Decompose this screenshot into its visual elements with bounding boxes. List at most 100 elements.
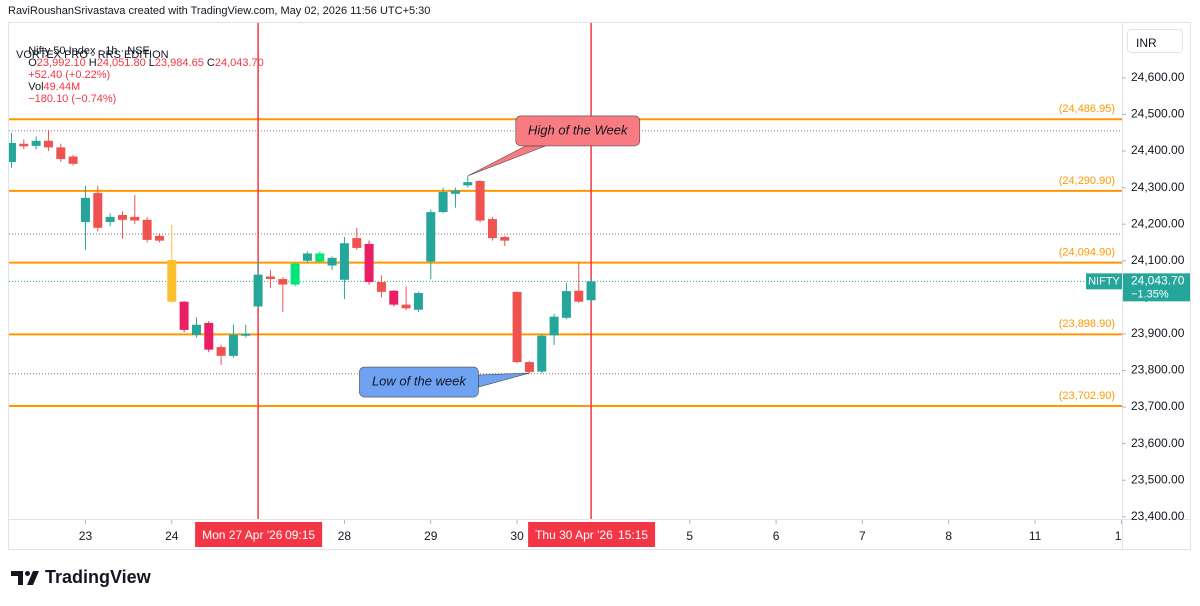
brand-logo: TradingView [11,567,152,587]
price-tag-change: −1.35% [1131,288,1169,300]
candle-body [93,193,103,228]
price-tag-price: 24,043.70 [1131,274,1185,288]
symbol-tag-label: NIFTY [1088,275,1120,287]
x-tick-label: 24 [165,529,179,543]
candle-body [117,215,127,220]
chart-frame [8,22,1191,550]
level-label: (23,898.90) [1059,318,1115,330]
ohlc-key: L [148,57,155,69]
marker-time: 09:15 [285,528,315,542]
candle-body [549,316,559,336]
logo-mark [27,571,39,585]
candle-body [105,216,115,222]
candle-body [302,253,312,261]
marker-label: Thu 30 Apr '26 [535,528,613,542]
y-tick-label: 23,800.00 [1131,363,1185,377]
candle-body [191,324,201,336]
axes: 24,600.00 24,500.00 24,400.00 24,300.00 24,2… [195,70,1190,547]
candle-body [475,181,485,221]
indicator-name: VORTEX PRO - RRS EDITION [16,49,169,61]
candle-body [586,281,596,301]
ohlc-key: H [88,57,97,69]
currency-button[interactable]: INR [1127,29,1183,53]
y-tick-label: 23,900.00 [1131,326,1185,340]
vol-change: −180.10 (−0.74%) [28,93,117,105]
y-tick-label: 23,600.00 [1131,436,1185,450]
x-tick-label: 8 [945,529,952,543]
candle-body [438,191,448,213]
candle-body [241,333,251,336]
candle-body [512,291,522,363]
candle-body [154,235,164,241]
y-tick-label: 24,500.00 [1131,107,1185,121]
candle-body [142,219,152,240]
y-tick-label: 24,400.00 [1131,143,1185,157]
candle-body [537,335,547,372]
candle-body [253,274,263,307]
candle-body [290,263,300,285]
candle-body [43,140,53,148]
candle-body [19,143,29,147]
marker-label-box [195,522,323,547]
marker-label: Mon 27 Apr '26 [202,528,283,542]
candle-body [167,260,177,302]
candle-body [450,190,460,194]
candle-body [31,140,41,146]
ohlc-value: 24,043.70 [214,57,264,69]
candle-body [574,290,584,302]
level-label: (24,486.95) [1059,103,1115,115]
y-tick-label: 24,300.00 [1131,180,1185,194]
candle-body [216,347,226,356]
x-tick-label: 5 [686,529,693,543]
symbol-tag [1086,273,1122,290]
change: +52.40 (+0.22%) [28,69,111,81]
y-tick-label: 24,200.00 [1131,216,1185,230]
candle-body [364,243,374,282]
level-label: (24,094.90) [1059,247,1115,259]
candle-body [228,334,238,356]
ohlc-value: 24,051.80 [96,57,146,69]
symbol-legend: Nifty 50 Index · 1h · NSE O23,992.10 H24… [16,33,267,117]
x-tick-label: 28 [338,529,352,543]
candle-body [315,253,325,262]
candle-body [9,142,16,162]
candle-body [179,301,189,330]
y-tick-label: 23,700.00 [1131,399,1185,413]
y-tick-label: 23,400.00 [1131,509,1185,523]
candle-body [352,238,362,248]
y-tick-label: 24,100.00 [1131,253,1185,267]
candle-body [401,304,411,309]
time-axis: 23 24 28 29 30 5 6 7 8 11 12 [79,520,1129,543]
candle-body [327,257,337,266]
callout-text: High of the Week [528,122,629,137]
candle-body [68,156,78,164]
callout-box [515,115,641,147]
marker-label-box [528,522,656,547]
callout-box [359,366,479,398]
candle-body [487,219,497,239]
level-label: (23,702.90) [1059,390,1115,402]
ohlc-value: 23,992.10 [36,57,86,69]
candle-body [265,276,275,280]
logo-mark [11,571,23,585]
x-tick-label: 29 [424,529,438,543]
ohlc-key: O [28,57,37,69]
candle-body [524,362,534,372]
candle-body [339,243,349,280]
x-tick-label: 30 [510,529,524,543]
candle-body [278,279,288,285]
callout-text: Low of the week [372,373,467,388]
vol: 49.44M [43,81,81,93]
candle-body [130,216,140,221]
x-tick-label: 12 [1115,529,1129,543]
candle-body [80,197,90,222]
candle-body [413,292,423,310]
candle-body [56,147,66,160]
y-tick-label: 23,500.00 [1131,472,1185,486]
ohlc-value: 23,984.65 [154,57,204,69]
y-tick-label: 24,600.00 [1131,70,1185,84]
attribution: RaviRoushanSrivastava created with Tradi… [8,5,431,17]
candle-body [204,322,214,350]
